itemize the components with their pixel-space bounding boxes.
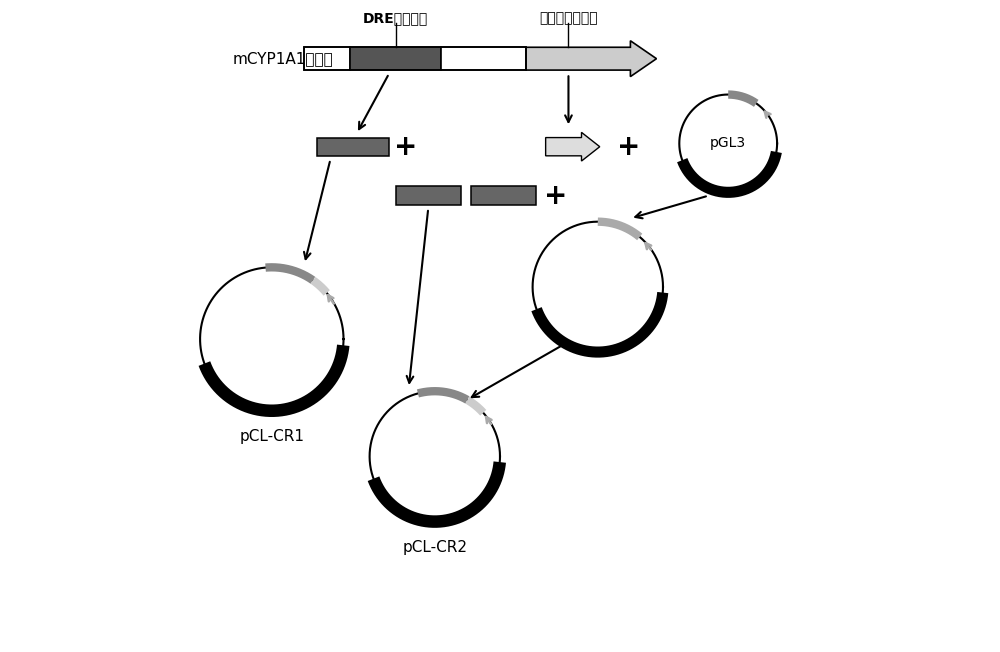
Text: pGL3: pGL3: [710, 136, 746, 151]
Bar: [304, 48, 526, 70]
Text: pCL-CR2: pCL-CR2: [402, 540, 467, 556]
Text: DRE富集区段: DRE富集区段: [363, 11, 428, 25]
Text: +: +: [544, 182, 567, 209]
Text: 启动子基本区段: 启动子基本区段: [539, 11, 598, 25]
Bar: [441, 48, 526, 70]
Bar: [317, 138, 389, 156]
Text: pCL-CR1: pCL-CR1: [239, 429, 304, 445]
Bar: [471, 186, 536, 205]
Text: mCYP1A1启动子: mCYP1A1启动子: [233, 51, 333, 67]
Bar: [350, 48, 441, 70]
Polygon shape: [546, 132, 600, 161]
Bar: [304, 48, 350, 70]
Text: +: +: [617, 133, 641, 160]
Polygon shape: [526, 40, 656, 77]
Bar: [396, 186, 461, 205]
Text: +: +: [394, 133, 417, 160]
